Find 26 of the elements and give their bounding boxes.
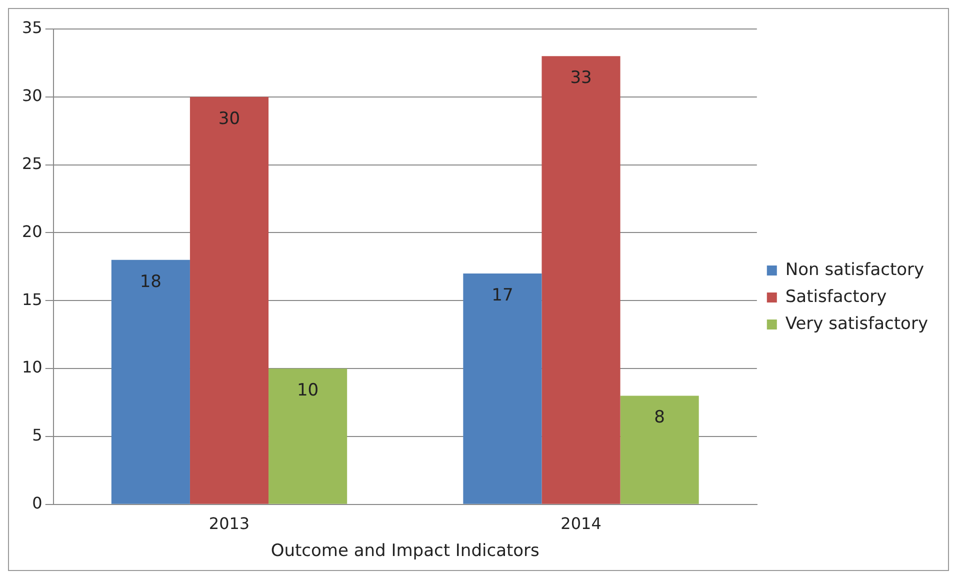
data-label: 10 [296,380,319,400]
data-label: 17 [492,285,514,306]
data-label: 33 [570,68,592,88]
y-tick-label: 20 [22,222,42,241]
x-tick-label: 2013 [208,514,250,534]
bar [190,96,269,504]
bar [542,56,620,504]
y-tick-label: 0 [32,494,42,513]
y-tick-label: 30 [22,86,42,106]
data-label: 18 [140,272,162,292]
legend-label: Satisfactory [785,286,887,307]
x-axis-title: Outcome and Impact Indicators [270,541,540,562]
bar [620,396,699,504]
bar [463,273,542,504]
y-tick-label: 15 [22,290,42,309]
legend-label: Non satisfactory [785,260,924,280]
y-tick-label: 25 [22,154,42,173]
y-tick-label: 35 [22,18,42,38]
data-label: 30 [218,108,240,129]
y-tick-label: 10 [22,358,42,377]
bar [111,260,190,504]
bar [268,368,348,504]
data-label: 8 [654,408,665,428]
x-tick-label: 2014 [560,514,602,534]
y-tick-label: 5 [32,426,42,445]
legend-label: Very satisfactory [785,314,928,334]
